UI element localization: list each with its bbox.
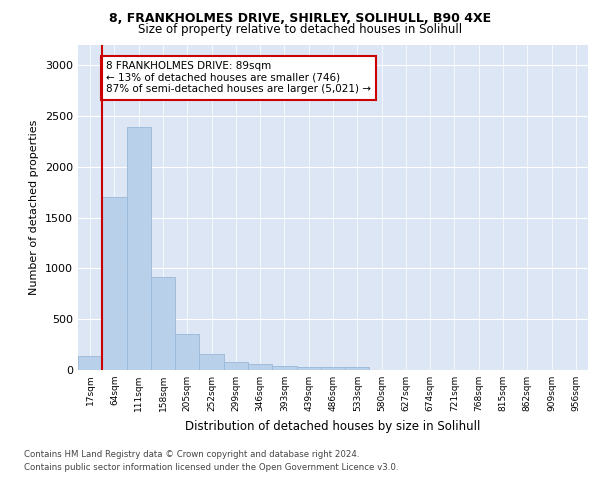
Bar (321, 368, 345, 370)
Bar (248, 364, 272, 370)
Bar (151, 276, 175, 370)
Bar (175, 334, 199, 370)
Text: 8, FRANKHOLMES DRIVE, SHIRLEY, SOLIHULL, B90 4XE: 8, FRANKHOLMES DRIVE, SHIRLEY, SOLIHULL,… (109, 12, 491, 26)
Bar (199, 354, 224, 370)
Text: Contains HM Land Registry data © Crown copyright and database right 2024.: Contains HM Land Registry data © Crown c… (24, 450, 359, 459)
Bar (272, 366, 296, 370)
Bar (78, 356, 102, 370)
Y-axis label: Number of detached properties: Number of detached properties (29, 120, 40, 295)
Text: 8 FRANKHOLMES DRIVE: 89sqm
← 13% of detached houses are smaller (746)
87% of sem: 8 FRANKHOLMES DRIVE: 89sqm ← 13% of deta… (106, 61, 371, 94)
Bar (224, 362, 248, 370)
Bar (102, 198, 127, 370)
Text: Size of property relative to detached houses in Solihull: Size of property relative to detached ho… (138, 22, 462, 36)
Bar (345, 368, 370, 370)
X-axis label: Distribution of detached houses by size in Solihull: Distribution of detached houses by size … (185, 420, 481, 432)
Bar (127, 128, 151, 370)
Bar (296, 368, 321, 370)
Text: Contains public sector information licensed under the Open Government Licence v3: Contains public sector information licen… (24, 462, 398, 471)
